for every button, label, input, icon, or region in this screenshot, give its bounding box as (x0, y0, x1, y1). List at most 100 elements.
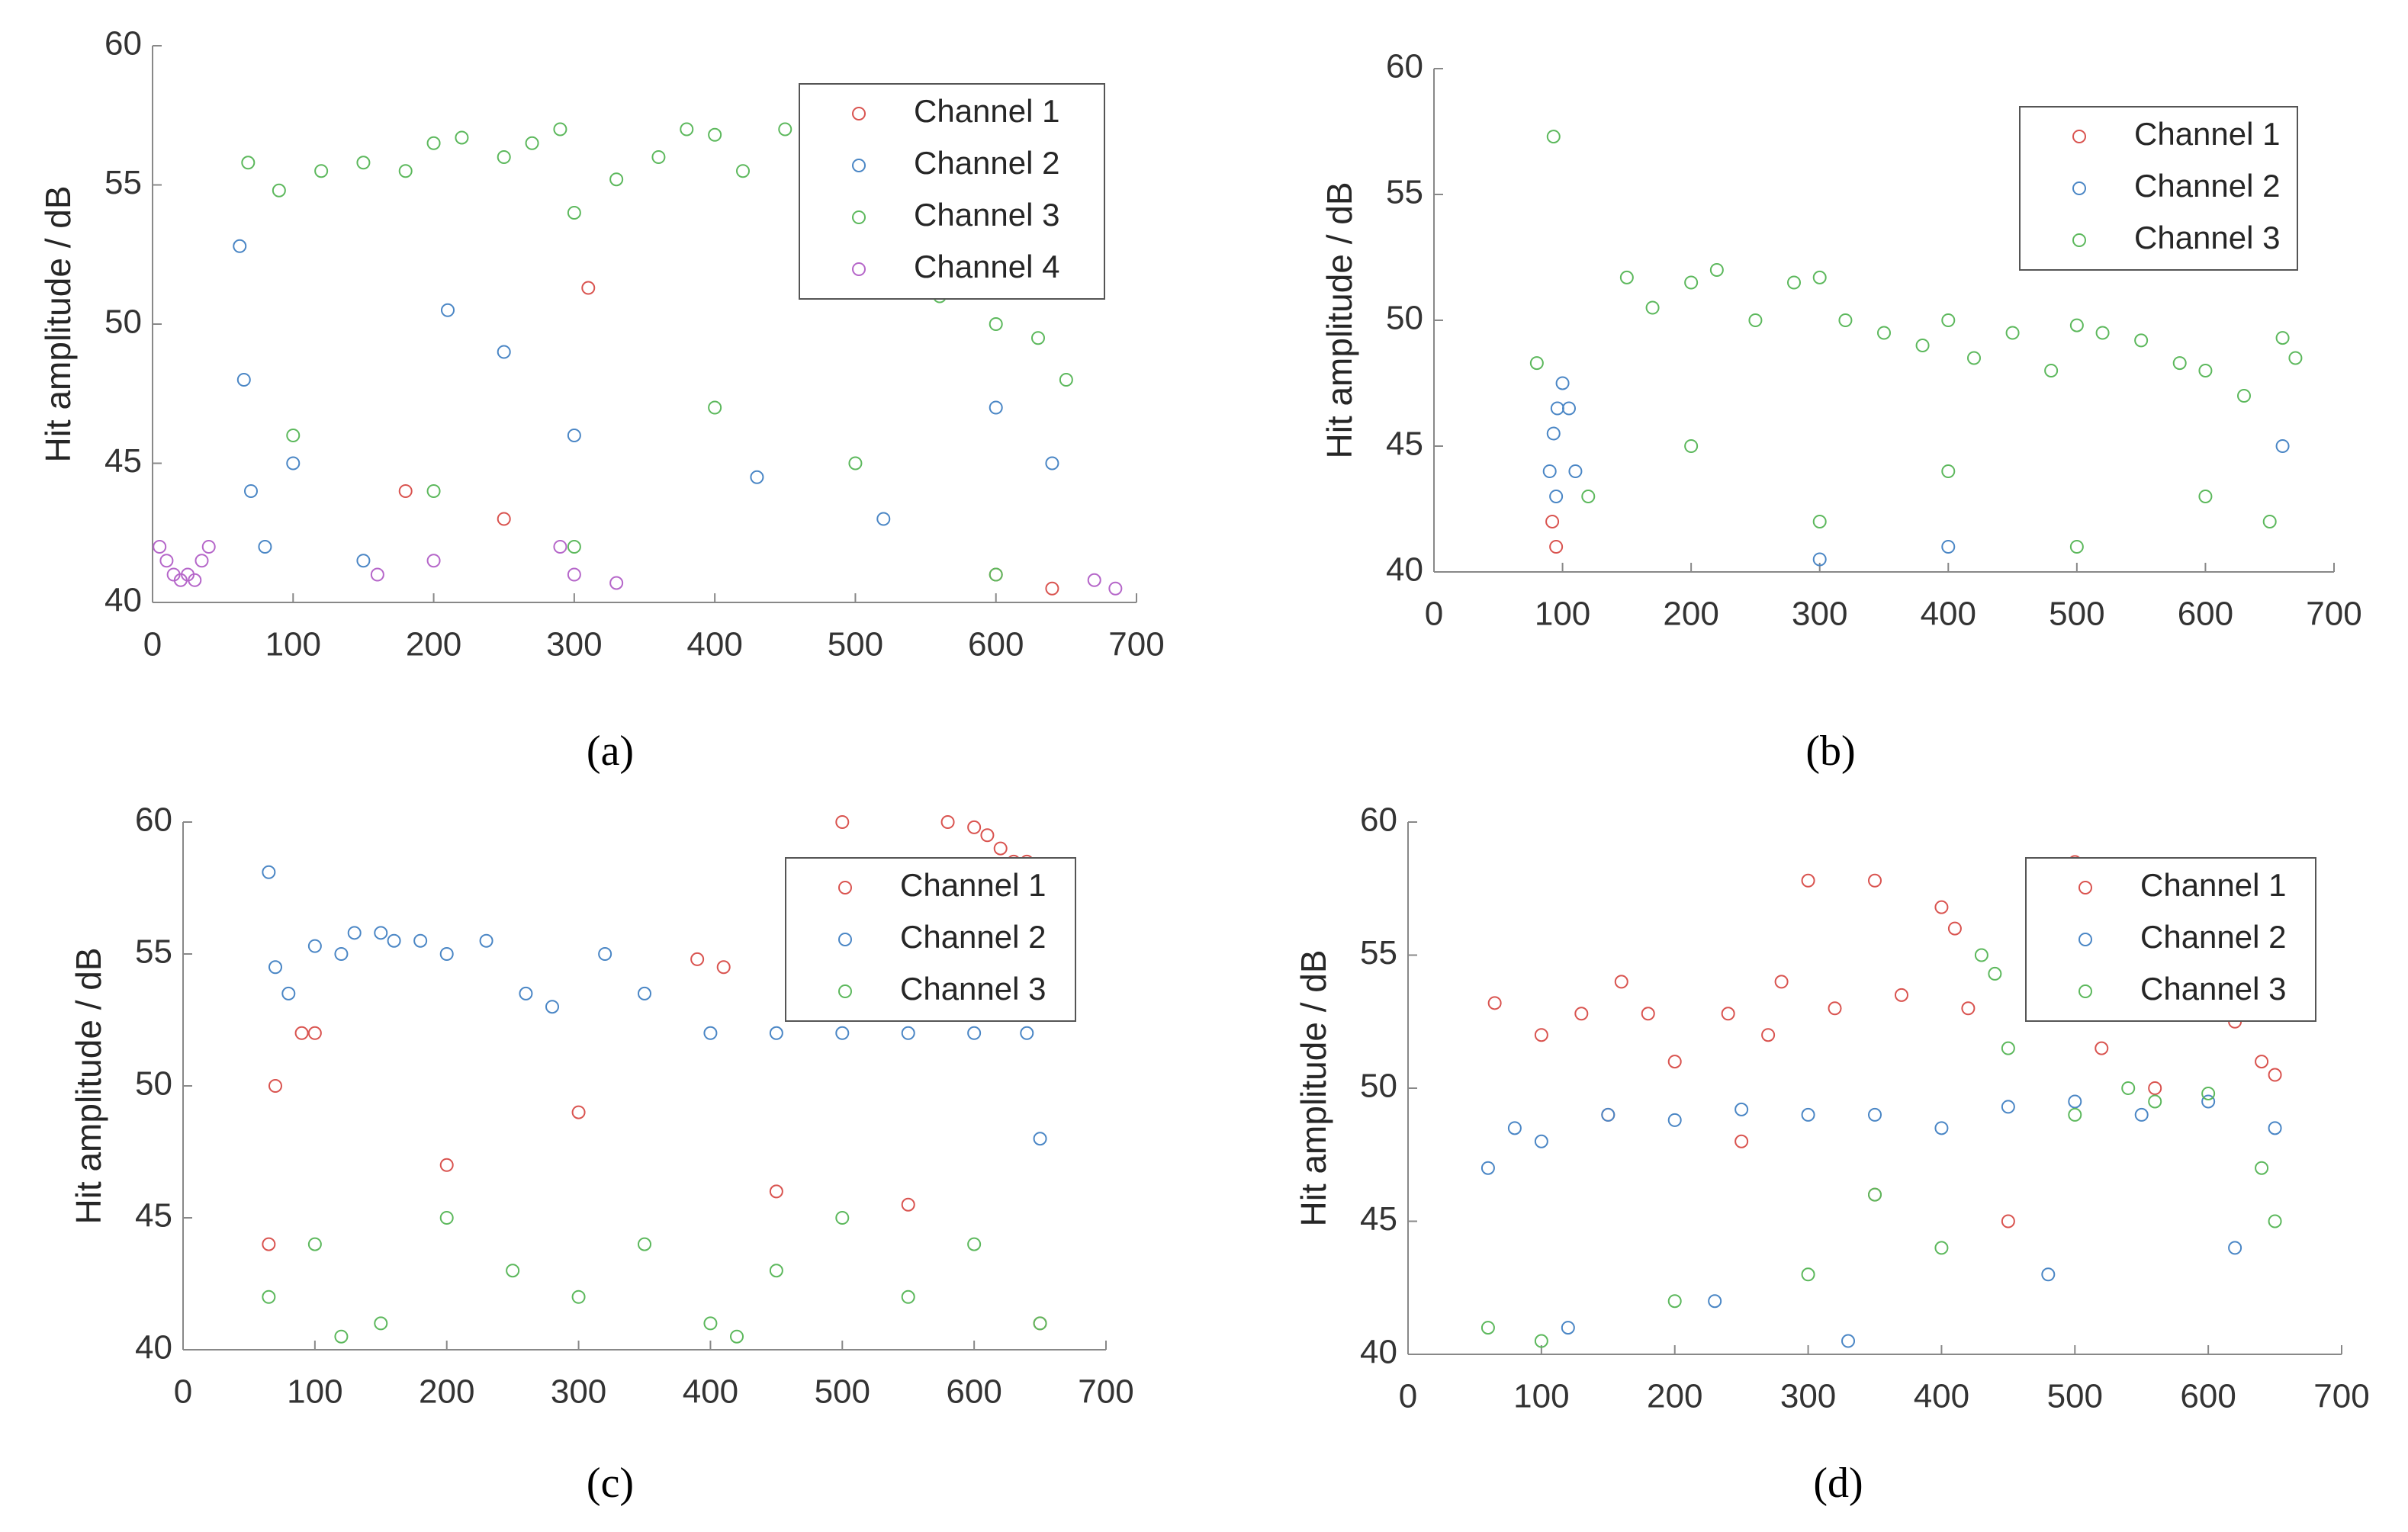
data-point (2268, 1214, 2282, 1228)
x-tick-label: 200 (1663, 596, 1718, 633)
data-point (553, 122, 567, 136)
data-point (1941, 464, 1956, 478)
data-point (1534, 1334, 1548, 1348)
data-point (1868, 1187, 1882, 1202)
data-point (159, 554, 174, 568)
x-tick-label: 700 (2313, 1378, 2369, 1415)
data-point (2001, 1214, 2015, 1228)
data-point (2069, 318, 2084, 332)
data-point (901, 1026, 915, 1040)
data-point (1841, 1334, 1856, 1348)
data-point (708, 127, 722, 142)
data-point (1619, 270, 1634, 284)
data-point (1667, 1113, 1682, 1127)
data-point (2148, 1094, 2162, 1109)
x-tick-label: 100 (1513, 1378, 1569, 1415)
data-point (989, 567, 1003, 582)
data-point (769, 1184, 783, 1199)
y-tick-label: 40 (135, 1329, 172, 1367)
x-tick-label: 500 (2047, 1378, 2103, 1415)
x-tick-label: 600 (2180, 1378, 2236, 1415)
data-point (1684, 439, 1699, 453)
data-point (2121, 1081, 2136, 1095)
data-point (967, 1026, 982, 1040)
x-tick-label: 300 (551, 1373, 606, 1411)
data-point (307, 1026, 322, 1040)
data-point (262, 1237, 276, 1251)
data-point (571, 1105, 586, 1119)
x-tick-label: 300 (1792, 596, 1847, 633)
data-point (2069, 540, 2084, 554)
data-point (387, 933, 401, 948)
y-axis-label: Hit amplitude / dB (69, 947, 108, 1224)
data-point (1574, 1007, 1589, 1021)
data-point (1787, 275, 1801, 290)
data-point (334, 1329, 349, 1344)
data-point (1721, 1007, 1735, 1021)
data-point (567, 429, 581, 442)
data-point (1546, 426, 1561, 441)
data-point (553, 540, 567, 554)
x-tick-label: 200 (406, 626, 461, 663)
x-tick-label: 200 (419, 1373, 474, 1411)
data-point (567, 206, 581, 220)
data-point (703, 1026, 718, 1040)
data-point (268, 960, 282, 975)
data-point (2288, 351, 2303, 365)
legend-box (799, 83, 1105, 300)
y-tick-label: 45 (1386, 426, 1423, 463)
legend-label: Channel 3 (2134, 220, 2280, 255)
data-point (1641, 1007, 1655, 1021)
data-point (413, 933, 428, 948)
data-point (2268, 1121, 2282, 1135)
data-point (519, 986, 533, 1000)
data-point (1801, 1267, 1815, 1282)
y-tick-label: 45 (135, 1197, 172, 1235)
data-point (506, 1264, 520, 1278)
data-point (571, 1290, 586, 1304)
data-point (2228, 1241, 2242, 1255)
legend-marker (838, 881, 852, 894)
legend-label: Channel 1 (2134, 116, 2280, 152)
data-point (1645, 300, 1660, 315)
y-tick-label: 40 (1360, 1334, 1397, 1371)
data-point (716, 960, 731, 975)
data-point (268, 1079, 282, 1093)
legend-marker (2078, 881, 2092, 894)
data-point (356, 156, 371, 170)
data-point (940, 815, 955, 829)
x-tick-label: 0 (1425, 596, 1443, 633)
data-point (1534, 1134, 1548, 1148)
data-point (1667, 1055, 1682, 1069)
data-point (1812, 552, 1827, 567)
y-tick-label: 50 (1386, 300, 1423, 337)
data-point (703, 1316, 718, 1331)
y-tick-label: 40 (1386, 551, 1423, 589)
data-point (967, 820, 982, 834)
data-point (201, 540, 216, 554)
data-point (567, 540, 581, 554)
data-point (609, 172, 624, 187)
data-point (1934, 1241, 1949, 1255)
data-point (1684, 275, 1699, 290)
data-point (1734, 1102, 1749, 1116)
x-tick-label: 400 (683, 1373, 738, 1411)
y-tick-label: 60 (104, 25, 142, 63)
y-tick-label: 55 (1386, 174, 1423, 211)
data-point (2068, 1094, 2082, 1109)
data-point (439, 1211, 454, 1225)
x-tick-label: 700 (2306, 596, 2361, 633)
data-point (455, 130, 469, 145)
data-point (1087, 573, 1101, 587)
data-point (307, 1237, 322, 1251)
data-point (356, 554, 371, 568)
legend-box (785, 857, 1076, 1022)
data-point (1988, 966, 2002, 981)
legend-label: Channel 3 (900, 971, 1046, 1007)
data-point (1941, 313, 1956, 327)
data-point (1838, 313, 1853, 327)
data-point (1033, 1316, 1047, 1331)
y-tick-label: 50 (104, 304, 142, 341)
data-point (2268, 1068, 2282, 1082)
data-point (2095, 1041, 2109, 1055)
